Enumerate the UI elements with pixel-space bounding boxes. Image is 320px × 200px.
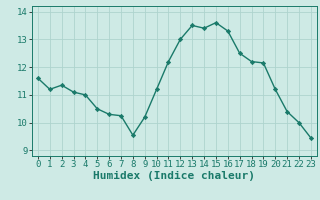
X-axis label: Humidex (Indice chaleur): Humidex (Indice chaleur) (93, 171, 255, 181)
